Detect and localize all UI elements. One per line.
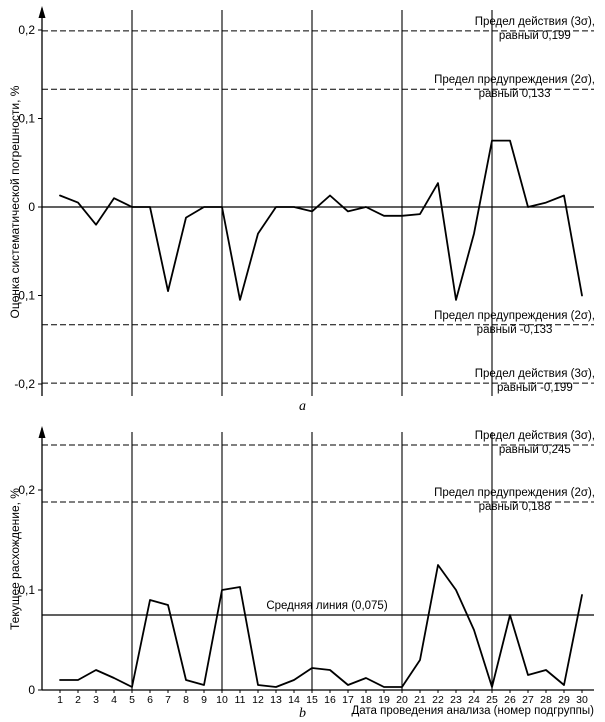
x-tick-label: 20: [396, 694, 408, 706]
x-tick-label: 10: [216, 694, 228, 706]
x-tick-label: 27: [522, 694, 534, 706]
y-tick-label: 0: [28, 200, 35, 214]
limit-line-label: Предел действия (3σ), равный -0,199: [475, 367, 595, 395]
limit-line-label-line2: равный 0,199: [498, 29, 571, 42]
y-tick-label: 0,2: [18, 483, 35, 497]
limit-line-label: Предел предупреждения (2σ), равный 0,133: [434, 73, 595, 101]
x-tick-label: 15: [306, 694, 318, 706]
x-tick-label: 30: [576, 694, 588, 706]
limit-line-label-line2: равный 0,133: [478, 88, 551, 101]
x-tick-label: 2: [75, 694, 81, 706]
x-tick-label: 1: [57, 694, 63, 706]
limit-line-label-line1: Предел предупреждения (2σ),: [434, 309, 595, 322]
limit-line-label: Предел действия (3σ), равный 0,199: [475, 15, 595, 43]
data-line-b: [59, 564, 583, 688]
limit-line-label: Предел действия (3σ), равный 0,245: [475, 429, 595, 457]
limit-line-label-line2: равный -0,133: [476, 323, 553, 336]
limit-line-label-line2: равный 0,245: [498, 444, 571, 456]
chart-a-caption: a: [299, 399, 306, 414]
x-tick-label: 16: [324, 694, 336, 706]
chart-b-y-axis-label: Текущее расхождение, %: [8, 488, 22, 630]
x-tick-label: 8: [183, 694, 189, 706]
x-tick-label: 28: [540, 694, 552, 706]
x-tick-label: 17: [342, 694, 354, 706]
x-tick-label: 11: [235, 694, 246, 706]
limit-line-label-line1: Предел действия (3σ),: [474, 15, 595, 28]
y-tick-label: 0,1: [18, 583, 35, 597]
y-axis-arrow-icon: [38, 6, 46, 18]
x-tick-label: 23: [450, 694, 462, 706]
limit-line-label-line1: Предел предупреждения (2σ),: [434, 487, 595, 499]
x-tick-label: 22: [432, 694, 444, 706]
x-tick-label: 7: [165, 694, 171, 706]
y-tick-label: 0: [28, 683, 35, 697]
x-tick-label: 14: [288, 694, 300, 706]
x-tick-label: 24: [468, 694, 480, 706]
x-tick-label: 26: [504, 694, 516, 706]
x-tick-label: 19: [378, 694, 390, 706]
limit-line-label-line2: равный 0,188: [478, 501, 551, 513]
limit-line-label-line2: равный -0,199: [496, 382, 573, 395]
limit-line-label: Предел предупреждения (2σ), равный -0,133: [434, 309, 595, 337]
data-line-a: [59, 139, 583, 301]
y-tick-label: 0,2: [18, 23, 35, 37]
x-tick-label: 3: [93, 694, 99, 706]
limit-line-label-line1: Предел действия (3σ),: [474, 430, 595, 442]
x-tick-label: 13: [270, 694, 282, 706]
chart-a-y-axis-label: Оценка систематической погрешности, %: [8, 85, 22, 319]
chart-b-caption: b: [299, 706, 306, 721]
y-tick-label: 0,1: [18, 112, 35, 126]
x-tick-label: 4: [111, 694, 117, 706]
y-tick-label: -0,1: [14, 289, 35, 303]
limit-line-label-line1: Предел действия (3σ),: [474, 368, 595, 381]
x-tick-label: 6: [147, 694, 153, 706]
y-axis-arrow-icon: [38, 426, 46, 438]
x-tick-label: 18: [360, 694, 372, 706]
limit-line-label: Предел предупреждения (2σ), равный 0,188: [434, 486, 595, 514]
limit-line-label-line1: Предел предупреждения (2σ),: [434, 74, 595, 87]
y-tick-label: -0,2: [14, 377, 35, 391]
x-tick-label: 9: [201, 694, 207, 706]
x-tick-label: 12: [252, 694, 264, 706]
x-tick-label: 25: [486, 694, 498, 706]
chart-b-x-axis-label: Дата проведения анализа (номер подгруппы…: [351, 705, 594, 717]
x-tick-label: 29: [558, 694, 570, 706]
center-line-label: Средняя линия (0,075): [266, 600, 388, 612]
x-tick-label: 21: [414, 694, 426, 706]
x-tick-label: 5: [129, 694, 135, 706]
